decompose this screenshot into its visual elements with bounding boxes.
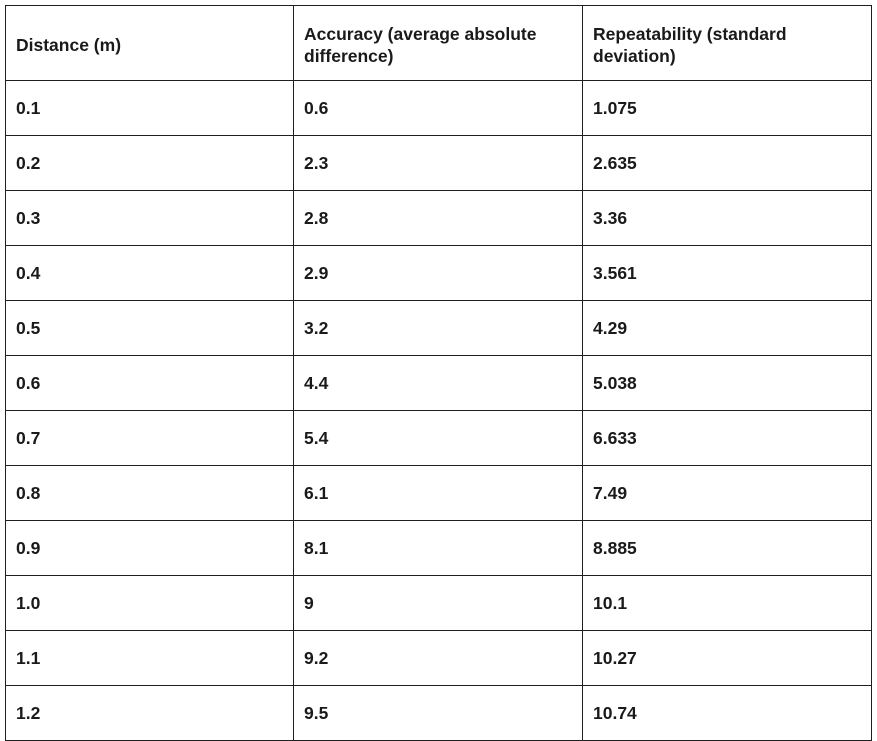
- accuracy-cell: 4.4: [293, 355, 583, 411]
- distance-cell: 0.3: [5, 190, 294, 246]
- repeatability-cell: 10.74: [582, 685, 872, 741]
- table-row: 1.2 9.5 10.74: [5, 685, 872, 741]
- distance-cell: 0.1: [5, 80, 294, 136]
- distance-cell: 1.0: [5, 575, 294, 631]
- distance-cell: 0.8: [5, 465, 294, 521]
- table-row: 0.7 5.4 6.633: [5, 410, 872, 466]
- table-row: 0.5 3.2 4.29: [5, 300, 872, 356]
- column-header-accuracy: Accuracy (average absolute difference): [293, 5, 583, 81]
- column-header-distance: Distance (m): [5, 5, 294, 81]
- distance-cell: 0.6: [5, 355, 294, 411]
- repeatability-cell: 8.885: [582, 520, 872, 576]
- accuracy-cell: 5.4: [293, 410, 583, 466]
- accuracy-cell: 6.1: [293, 465, 583, 521]
- repeatability-cell: 4.29: [582, 300, 872, 356]
- repeatability-cell: 10.1: [582, 575, 872, 631]
- distance-cell: 0.4: [5, 245, 294, 301]
- table-row: 0.6 4.4 5.038: [5, 355, 872, 411]
- table-row: 1.1 9.2 10.27: [5, 630, 872, 686]
- distance-cell: 1.1: [5, 630, 294, 686]
- accuracy-cell: 9.5: [293, 685, 583, 741]
- repeatability-cell: 1.075: [582, 80, 872, 136]
- accuracy-cell: 2.8: [293, 190, 583, 246]
- table-row: 0.4 2.9 3.561: [5, 245, 872, 301]
- repeatability-cell: 3.561: [582, 245, 872, 301]
- table-row: 0.1 0.6 1.075: [5, 80, 872, 136]
- table-row: 0.9 8.1 8.885: [5, 520, 872, 576]
- repeatability-cell: 3.36: [582, 190, 872, 246]
- table-row: 0.8 6.1 7.49: [5, 465, 872, 521]
- accuracy-cell: 9.2: [293, 630, 583, 686]
- repeatability-cell: 7.49: [582, 465, 872, 521]
- distance-cell: 0.2: [5, 135, 294, 191]
- distance-cell: 0.9: [5, 520, 294, 576]
- distance-cell: 0.7: [5, 410, 294, 466]
- table-row: 0.2 2.3 2.635: [5, 135, 872, 191]
- accuracy-cell: 8.1: [293, 520, 583, 576]
- distance-cell: 1.2: [5, 685, 294, 741]
- header-row: Distance (m) Accuracy (average absolute …: [5, 5, 872, 81]
- column-header-repeatability: Repeatability (standard deviation): [582, 5, 872, 81]
- accuracy-cell: 3.2: [293, 300, 583, 356]
- repeatability-cell: 6.633: [582, 410, 872, 466]
- table-container: Distance (m) Accuracy (average absolute …: [5, 5, 872, 741]
- distance-cell: 0.5: [5, 300, 294, 356]
- data-table: Distance (m) Accuracy (average absolute …: [5, 5, 872, 741]
- repeatability-cell: 5.038: [582, 355, 872, 411]
- table-row: 1.0 9 10.1: [5, 575, 872, 631]
- accuracy-cell: 9: [293, 575, 583, 631]
- repeatability-cell: 2.635: [582, 135, 872, 191]
- accuracy-cell: 2.9: [293, 245, 583, 301]
- repeatability-cell: 10.27: [582, 630, 872, 686]
- table-row: 0.3 2.8 3.36: [5, 190, 872, 246]
- accuracy-cell: 2.3: [293, 135, 583, 191]
- accuracy-cell: 0.6: [293, 80, 583, 136]
